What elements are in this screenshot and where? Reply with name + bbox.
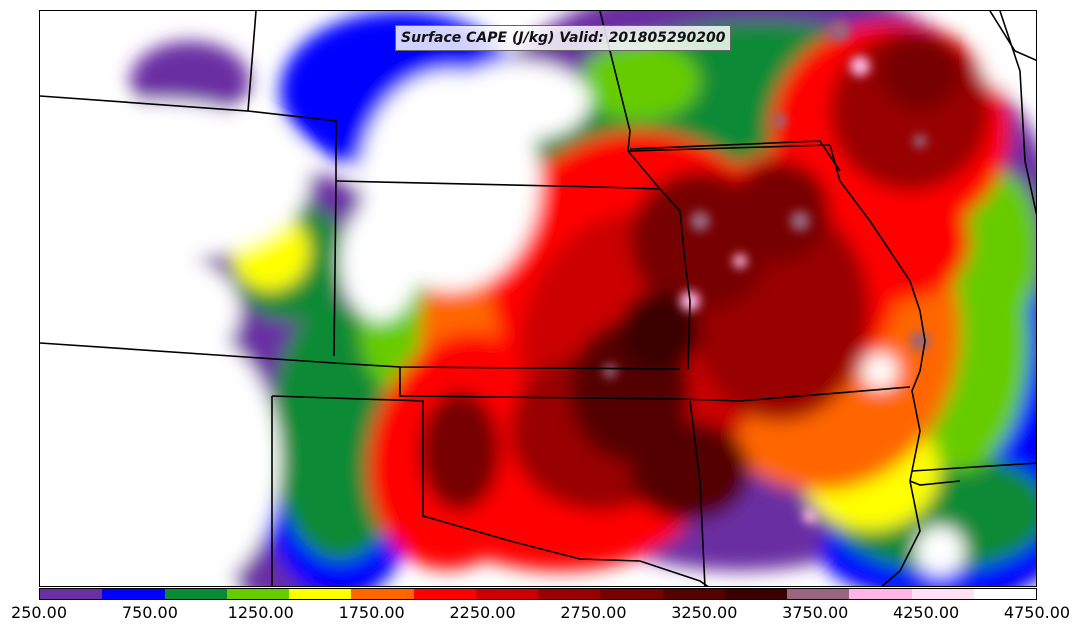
mississippi-river — [829, 144, 926, 586]
colorbar-segment — [600, 589, 663, 599]
colorbar-tick-label: 750.00 — [121, 603, 178, 622]
cape-high-spot — [773, 114, 787, 128]
colorbar-segment — [911, 589, 974, 599]
colorbar-segment — [475, 589, 538, 599]
cape-contour — [915, 526, 965, 576]
colorbar-segment — [164, 589, 227, 599]
iowa-north — [627, 144, 831, 152]
cape-field — [40, 11, 1036, 586]
colorbar-tick-label: 250.00 — [11, 603, 67, 622]
colorbar-segment — [724, 589, 787, 599]
colorbar-tick-labels: 250.00 750.00 1250.00 1750.00 2250.00 2750.00… — [0, 600, 1081, 630]
nd-mn-border — [599, 11, 661, 190]
cape-contour — [420, 391, 500, 511]
cape-contour — [340, 201, 420, 321]
colorbar-segment — [538, 589, 601, 599]
cape-high-spot — [690, 211, 710, 231]
arkansas-la — [909, 480, 961, 486]
colorbar-tick-label: 4750.00 — [1003, 603, 1071, 622]
cape-contour — [880, 31, 960, 111]
colorbar-segment — [973, 589, 1036, 599]
colorbar-tick-label: 3250.00 — [671, 603, 738, 622]
cape-high-spot — [830, 21, 850, 41]
cape-contour — [60, 321, 280, 586]
montana-wyoming-border — [247, 110, 337, 357]
cape-contour — [40, 101, 310, 261]
cape-contour — [620, 291, 700, 371]
lake-michigan — [989, 11, 1036, 62]
colorbar-segment — [662, 589, 725, 599]
dakotas-border — [335, 180, 661, 190]
wyoming-south-border — [40, 342, 335, 364]
cape-contour — [580, 41, 700, 121]
colorbar-segment — [102, 589, 165, 599]
cape-high-spot — [790, 211, 810, 231]
colorbar-segment — [40, 589, 103, 599]
cape-high-spot — [733, 254, 747, 268]
cape-high-spot — [913, 134, 927, 148]
colorado-south — [271, 395, 709, 586]
iowa-missouri — [659, 188, 691, 370]
cape-contour — [960, 171, 1036, 331]
cape-map: Surface CAPE (J/kg) Valid: 201805290200 — [39, 10, 1037, 587]
colorbar-tick-label: 1750.00 — [338, 603, 405, 622]
map-title: Surface CAPE (J/kg) Valid: 201805290200 — [395, 25, 732, 51]
cape-high-spot — [803, 509, 817, 523]
cape-high-spot — [850, 56, 870, 76]
colorbar-segment — [787, 589, 850, 599]
cape-high-spot — [603, 364, 617, 378]
cape-contour — [630, 421, 750, 521]
kansas-south — [399, 367, 911, 402]
state-boundaries — [40, 11, 1036, 586]
illinois-indiana — [999, 11, 1036, 216]
cape-contour — [450, 61, 590, 141]
cape-contour — [60, 251, 240, 371]
cape-contour — [980, 31, 1036, 91]
missouri-arkansas — [689, 400, 706, 586]
mn-wi-border — [629, 140, 841, 172]
colorbar — [39, 588, 1037, 600]
colorbar-segment — [351, 589, 414, 599]
colorbar-segment — [226, 589, 289, 599]
cape-high-spot — [910, 331, 930, 351]
cape-contour — [730, 161, 830, 261]
colorbar-tick-label: 4250.00 — [893, 603, 960, 622]
colorbar-tick-label: 2750.00 — [560, 603, 627, 622]
colorbar-segment — [849, 589, 912, 599]
cape-contour — [830, 181, 970, 301]
colorbar-segment — [289, 589, 352, 599]
colorbar-tick-label: 2250.00 — [449, 603, 516, 622]
kentucky-tenn — [911, 462, 1036, 472]
colorbar-segment — [413, 589, 476, 599]
colorbar-tick-label: 1250.00 — [227, 603, 294, 622]
cape-contour — [862, 353, 898, 389]
colorbar-tick-label: 3750.00 — [782, 603, 849, 622]
